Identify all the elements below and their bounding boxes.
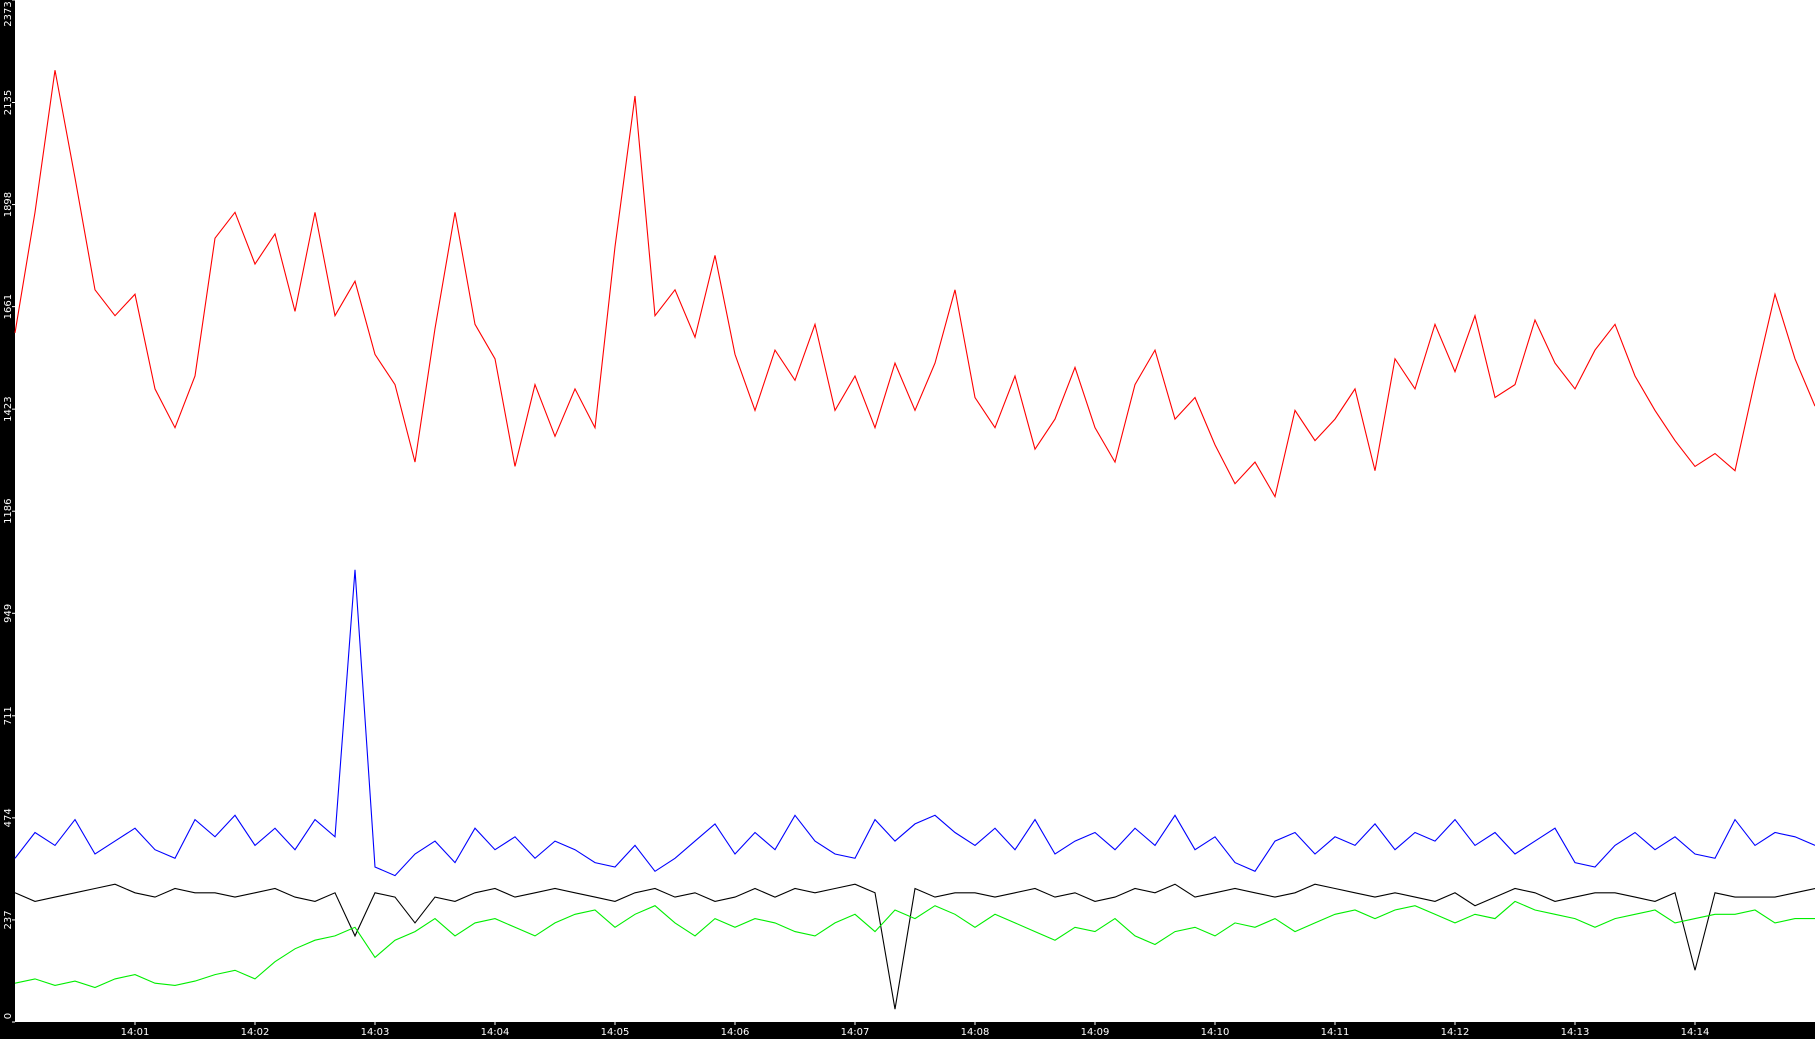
series-line (14, 569, 1815, 877)
y-tick-label: 711 (3, 706, 14, 725)
series-line (14, 70, 1815, 499)
series-line (14, 900, 1815, 989)
x-tick-label: 14:11 (1321, 1027, 1350, 1038)
y-tick-label: 2373 (3, 1, 14, 26)
y-tick-label: 1661 (3, 294, 14, 319)
x-tick-label: 14:14 (1681, 1027, 1710, 1038)
x-tick-label: 14:06 (721, 1027, 750, 1038)
y-tick-label: 949 (3, 604, 14, 623)
x-tick-label: 14:10 (1201, 1027, 1230, 1038)
y-tick-label: 1423 (3, 396, 14, 421)
x-tick-label: 14:02 (241, 1027, 270, 1038)
y-tick-label: 2135 (3, 90, 14, 115)
x-tick-label: 14:07 (841, 1027, 870, 1038)
x-tick-label: 14:05 (601, 1027, 630, 1038)
y-tick-label: 237 (3, 910, 14, 929)
x-tick-label: 14:09 (1081, 1027, 1110, 1038)
y-tick-label: 1186 (3, 498, 14, 523)
y-axis-strip (0, 0, 15, 1039)
x-tick-label: 14:01 (121, 1027, 150, 1038)
x-tick-label: 14:03 (361, 1027, 390, 1038)
x-tick-label: 14:08 (961, 1027, 990, 1038)
x-tick-label: 14:13 (1561, 1027, 1590, 1038)
y-tick-label: 474 (3, 808, 14, 827)
y-tick-label: 1898 (3, 192, 14, 217)
series-line (14, 883, 1815, 1010)
x-axis-strip (0, 1022, 1815, 1039)
x-tick-label: 14:04 (481, 1027, 510, 1038)
x-tick-label: 14:12 (1441, 1027, 1470, 1038)
y-tick-label: 0 (3, 1013, 14, 1019)
